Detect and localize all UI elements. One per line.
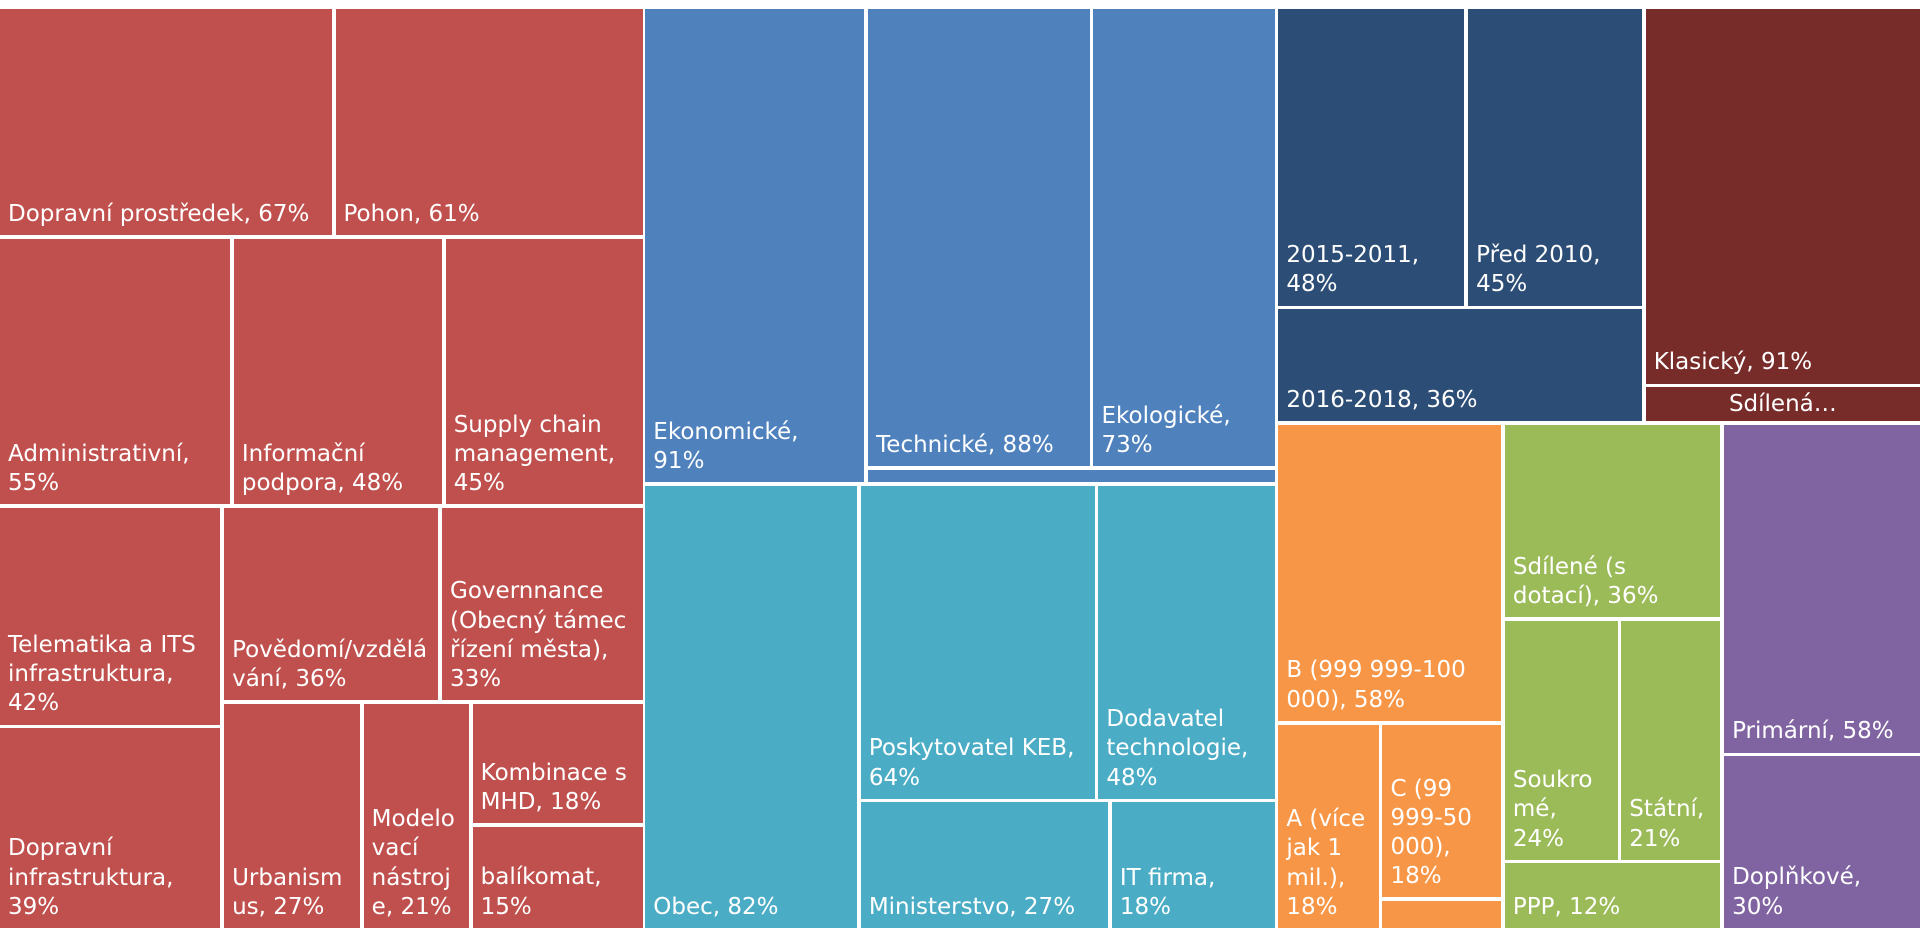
- cell-label: Modelovací nástroje, 21%: [371, 806, 455, 920]
- treemap-cell: Supply chain management, 45%: [445, 238, 643, 505]
- treemap-cell: Telematika a ITS infrastruktura, 42%: [0, 507, 221, 725]
- cell-label: A (více jak 1 mil.), 18%: [1286, 806, 1366, 920]
- cell-label: Pohon, 61%: [343, 200, 480, 227]
- treemap-cell: [1382, 901, 1502, 928]
- cell-label: Klasický, 91%: [1653, 349, 1813, 376]
- cell-label: Primární, 58%: [1732, 718, 1894, 745]
- treemap-cell: PPP, 12%: [1504, 863, 1721, 928]
- cell-label: Ekologické, 73%: [1101, 402, 1231, 459]
- cell-label: 2016-2018, 36%: [1286, 387, 1478, 414]
- cell-label: Ministerstvo, 27%: [868, 893, 1076, 920]
- treemap-cell: Informační podpora, 48%: [233, 238, 443, 505]
- cell-label: Kombinace s MHD, 18%: [480, 759, 627, 815]
- treemap-cell: Governnance (Obecný támec řízení města),…: [442, 507, 643, 701]
- treemap-cell: Poskytovatel KEB, 64%: [860, 485, 1095, 799]
- cell-label: Administrativní, 55%: [8, 440, 190, 496]
- cell-label: Informační podpora, 48%: [241, 440, 404, 496]
- treemap-cell: [868, 470, 1275, 483]
- cell-label: Governnance (Obecný támec řízení města),…: [450, 578, 627, 692]
- cell-label: Soukromé, 24%: [1512, 767, 1593, 852]
- treemap-cell: Obec, 82%: [645, 485, 858, 928]
- cell-label: Sdílená…: [1728, 391, 1837, 418]
- cell-label: Dopravní prostředek, 67%: [8, 200, 310, 227]
- treemap-cell: Dodavatel technologie, 48%: [1098, 485, 1275, 799]
- cell-label: Před 2010, 45%: [1476, 242, 1601, 298]
- cell-label: Doplňkové, 30%: [1732, 864, 1862, 920]
- treemap-cell: Urbanismus, 27%: [224, 703, 360, 928]
- treemap-cell: IT firma, 18%: [1111, 802, 1275, 928]
- treemap-cell: Sdílené (s dotací), 36%: [1504, 424, 1721, 618]
- cell-label: 2015-2011, 48%: [1286, 242, 1420, 298]
- cell-label: Dopravní infrastruktura, 39%: [8, 835, 174, 920]
- treemap-cell: balíkomat, 15%: [472, 826, 643, 928]
- cell-label: Ekonomické, 91%: [653, 418, 799, 474]
- treemap-cell: C (99 999-50 000), 18%: [1382, 724, 1502, 898]
- cell-label: C (99 999-50 000), 18%: [1390, 775, 1472, 890]
- cell-label: balíkomat, 15%: [480, 864, 602, 920]
- treemap-cell: 2016-2018, 36%: [1278, 309, 1643, 422]
- cell-label: Obec, 82%: [653, 893, 779, 920]
- treemap-cell: Soukromé, 24%: [1504, 621, 1618, 860]
- cell-label: Sdílené (s dotací), 36%: [1512, 553, 1659, 610]
- treemap-cell: Modelovací nástroje, 21%: [363, 703, 469, 928]
- treemap-cell: 2015-2011, 48%: [1278, 8, 1465, 306]
- treemap-cell: Ekologické, 73%: [1093, 8, 1275, 467]
- cell-label: Technické, 88%: [876, 432, 1054, 459]
- treemap-cell: Dopravní infrastruktura, 39%: [0, 728, 221, 928]
- treemap-cell: B (999 999-100 000), 58%: [1278, 424, 1502, 721]
- treemap-cell: Klasický, 91%: [1645, 8, 1920, 384]
- treemap-cell: Kombinace s MHD, 18%: [472, 703, 643, 824]
- treemap-cell: Technické, 88%: [868, 8, 1090, 467]
- treemap-cell: Administrativní, 55%: [0, 238, 231, 505]
- treemap-cell: Doplňkové, 30%: [1724, 756, 1920, 928]
- treemap-cell: Dopravní prostředek, 67%: [0, 8, 332, 235]
- cell-label: Státní, 21%: [1629, 796, 1705, 852]
- cell-label: Telematika a ITS infrastruktura, 42%: [8, 631, 196, 717]
- treemap-cell: Primární, 58%: [1724, 424, 1920, 753]
- cell-label: Povědomí/vzdělávání, 36%: [232, 636, 428, 692]
- treemap-cell: Státní, 21%: [1621, 621, 1721, 860]
- treemap-cell: Před 2010, 45%: [1468, 8, 1643, 306]
- cell-label: Urbanismus, 27%: [232, 864, 343, 920]
- treemap-cell: Ministerstvo, 27%: [860, 802, 1109, 928]
- cell-label: PPP, 12%: [1512, 893, 1621, 920]
- treemap-cell: A (více jak 1 mil.), 18%: [1278, 724, 1379, 928]
- treemap-cell: Povědomí/vzdělávání, 36%: [224, 507, 439, 701]
- treemap-cell: Pohon, 61%: [335, 8, 643, 235]
- cell-label: Supply chain management, 45%: [453, 411, 616, 496]
- cell-label: Dodavatel technologie, 48%: [1106, 706, 1249, 791]
- treemap-cell: Ekonomické, 91%: [645, 8, 865, 483]
- treemap-cell: Sdílená…: [1645, 387, 1920, 422]
- cell-label: Poskytovatel KEB, 64%: [868, 735, 1075, 791]
- cell-label: B (999 999-100 000), 58%: [1286, 657, 1466, 713]
- cell-label: IT firma, 18%: [1119, 864, 1216, 920]
